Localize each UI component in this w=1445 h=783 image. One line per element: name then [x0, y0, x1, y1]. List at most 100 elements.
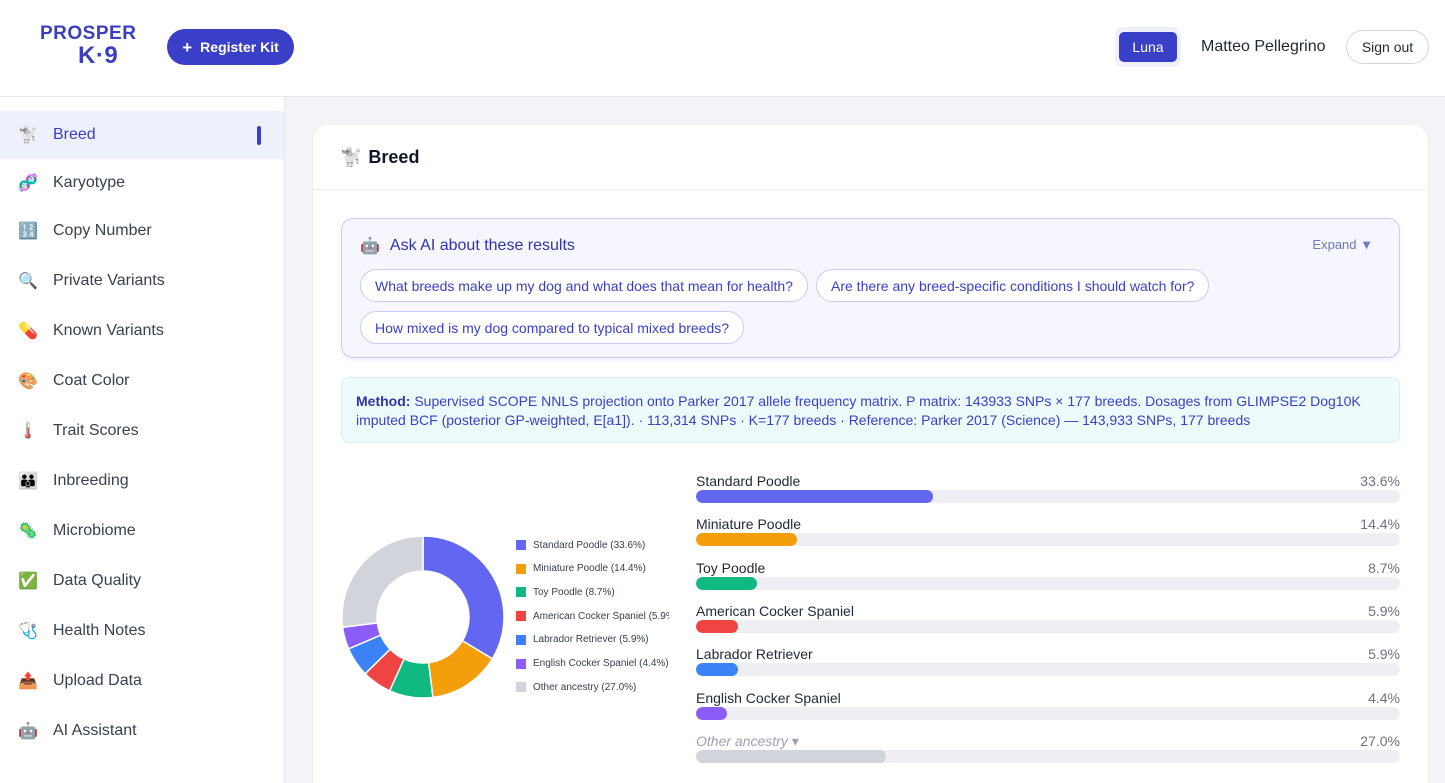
robot-icon: 🤖 [360, 238, 380, 255]
sidebar-item-label: Trait Scores [53, 422, 139, 439]
bar-track [696, 749, 1400, 763]
breed-bar-row: American Cocker Spaniel 5.9% [696, 600, 1400, 640]
legend-label: Toy Poodle (8.7%) [533, 586, 615, 598]
legend-label: Labrador Retriever (5.9%) [533, 634, 649, 646]
legend-entry[interactable]: English Cocker Spaniel (4.4%) [516, 657, 669, 671]
legend-swatch [516, 658, 526, 669]
bar-track [696, 490, 1400, 503]
upload-icon: 📤 [18, 673, 38, 690]
breed-bar-row: Miniature Poodle 14.4% [696, 513, 1400, 553]
sidebar-item-private-variants[interactable]: 🔍 Private Variants [0, 257, 284, 305]
sidebar-item-known-variants[interactable]: 💊 Known Variants [0, 307, 284, 355]
app-header: PROSPER K·9 + Register Kit Luna Matteo P… [0, 0, 1445, 97]
user-name: Matteo Pellegrino [1201, 38, 1326, 55]
breed-bar-row: Standard Poodle 33.6% [696, 470, 1400, 510]
bar-track [696, 619, 1400, 633]
sidebar-item-ai-assistant[interactable]: 🤖 AI Assistant [0, 707, 284, 755]
suggestion-chip[interactable]: How mixed is my dog compared to typical … [360, 311, 745, 344]
sidebar-item-label: Private Variants [53, 272, 165, 289]
legend-entry[interactable]: Other ancestry (27.0%) [516, 680, 669, 694]
bar-track [696, 576, 1400, 590]
breed-bar-row: English Cocker Spaniel 4.4% [696, 687, 1400, 727]
method-text: Supervised SCOPE NNLS projection onto Pa… [356, 393, 1361, 428]
robot-icon: 🤖 [18, 723, 38, 740]
breed-donut-chart [341, 535, 505, 699]
sidebar-item-health-notes[interactable]: 🩺 Health Notes [0, 607, 284, 655]
legend-entry[interactable]: Toy Poodle (8.7%) [516, 585, 669, 599]
sidebar-item-label: Upload Data [53, 672, 142, 689]
sidebar-item-upload-data[interactable]: 📤 Upload Data [0, 657, 284, 705]
breed-name: Miniature Poodle [696, 516, 802, 533]
sidebar-item-microbiome[interactable]: 🦠 Microbiome [0, 507, 284, 555]
expand-button[interactable]: Expand ▼ [1312, 237, 1373, 252]
pill-icon: 💊 [18, 323, 38, 340]
dog-selector[interactable]: Luna [1115, 27, 1181, 67]
dog-name: Luna [1119, 32, 1177, 62]
other-ancestry-row[interactable]: Other ancestry ▾ 27.0% [696, 730, 1400, 770]
card-header: 🐩 Breed [313, 125, 1428, 190]
bar-fill [696, 490, 933, 503]
donut-slice-standard-poodle[interactable] [422, 535, 505, 660]
legend-swatch [516, 587, 526, 598]
register-kit-button[interactable]: + Register Kit [167, 29, 294, 65]
breed-name: American Cocker Spaniel [696, 602, 854, 619]
bar-track [696, 533, 1400, 547]
breed-percent: 14.4% [1360, 516, 1400, 533]
legend-swatch [516, 682, 526, 693]
suggestion-chip[interactable]: Are there any breed-specific conditions … [816, 269, 1210, 302]
bar-fill [696, 663, 738, 677]
logo-line2: K·9 [78, 42, 119, 69]
legend-entry[interactable]: Standard Poodle (33.6%) [516, 538, 669, 552]
page-title: 🐩 Breed [340, 147, 419, 168]
bar-fill [696, 706, 727, 720]
legend-entry[interactable]: American Cocker Spaniel (5.9%) [516, 609, 669, 623]
page-title-text: Breed [368, 147, 420, 167]
sign-out-button[interactable]: Sign out [1346, 30, 1429, 64]
sidebar-item-inbreeding[interactable]: 👪 Inbreeding [0, 457, 284, 505]
magnifier-icon: 🔍 [18, 273, 38, 290]
bar-track [696, 706, 1400, 720]
ask-ai-header[interactable]: 🤖 Ask AI about these results [360, 236, 575, 256]
legend-label: Standard Poodle (33.6%) [533, 539, 646, 551]
breed-name: Standard Poodle [696, 473, 801, 489]
sidebar-item-coat-color[interactable]: 🎨 Coat Color [0, 357, 284, 405]
breed-name: Other ancestry ▾ [696, 732, 799, 749]
sidebar-item-breed[interactable]: 🐩 Breed [0, 111, 284, 159]
donut-slice-other-ancestry[interactable] [341, 535, 424, 629]
sidebar-item-label: Breed [53, 126, 96, 143]
register-kit-label: Register Kit [200, 39, 279, 55]
legend-swatch [516, 563, 526, 574]
legend-label: American Cocker Spaniel (5.9%) [533, 610, 669, 622]
sidebar-item-label: Microbiome [53, 522, 136, 539]
method-note: Method: Supervised SCOPE NNLS projection… [341, 377, 1400, 443]
legend-swatch [516, 634, 526, 645]
sidebar-item-label: Known Variants [53, 322, 164, 339]
prosper-k9-logo[interactable]: PROSPER K·9 [40, 24, 136, 70]
sidebar-item-label: Coat Color [53, 372, 130, 389]
sidebar-item-karyotype[interactable]: 🧬 Karyotype [0, 159, 284, 207]
breed-name: Labrador Retriever [696, 646, 813, 663]
suggestion-chip[interactable]: What breeds make up my dog and what does… [360, 269, 808, 302]
breed-percent: 4.4% [1368, 689, 1400, 706]
sidebar-item-data-quality[interactable]: ✅ Data Quality [0, 557, 284, 605]
bar-fill [696, 533, 798, 547]
breed-bar-row: Toy Poodle 8.7% [696, 557, 1400, 597]
method-label: Method: [356, 393, 411, 409]
legend-entry[interactable]: Miniature Poodle (14.4%) [516, 562, 669, 576]
sidebar-item-trait-scores[interactable]: 🌡️ Trait Scores [0, 407, 284, 455]
bar-fill [696, 749, 887, 763]
check-icon: ✅ [18, 573, 38, 590]
sidebar-item-label: Health Notes [53, 622, 146, 639]
breed-bar-row: Labrador Retriever 5.9% [696, 643, 1400, 683]
legend-label: Other ancestry (27.0%) [533, 681, 637, 693]
breed-percent: 8.7% [1368, 559, 1400, 576]
legend-swatch [516, 540, 526, 550]
sidebar-item-label: Karyotype [53, 174, 126, 191]
chromosome-icon: 🧬 [18, 175, 38, 192]
sidebar-item-copy-number[interactable]: 🔢 Copy Number [0, 207, 284, 255]
breed-card: 🐩 Breed 🤖 Ask AI about these results Exp… [313, 125, 1428, 783]
poodle-icon: 🐩 [340, 147, 363, 167]
plus-icon: + [182, 37, 193, 57]
bar-fill [696, 576, 758, 590]
legend-entry[interactable]: Labrador Retriever (5.9%) [516, 633, 669, 647]
